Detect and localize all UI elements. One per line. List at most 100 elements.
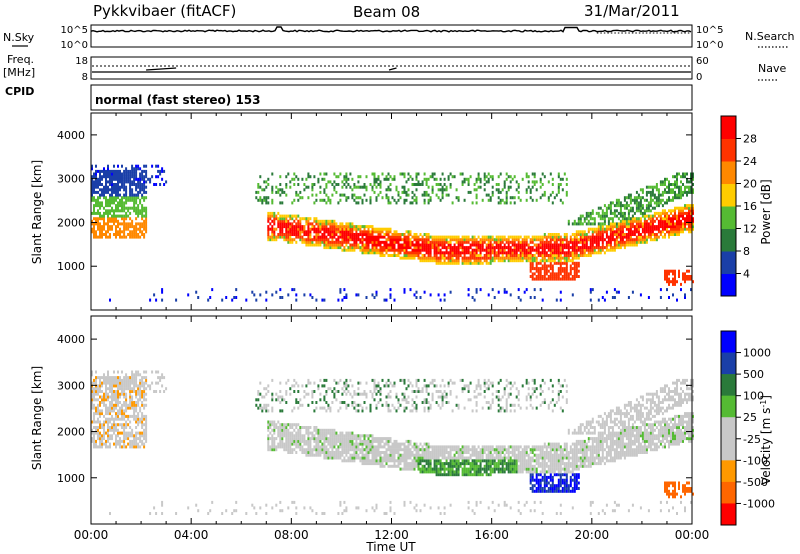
velocity-cell	[327, 403, 330, 407]
power-cell	[395, 238, 398, 242]
power-cell	[431, 175, 434, 179]
velocity-cell	[97, 420, 99, 424]
power-cell	[495, 254, 498, 257]
power-cell	[279, 233, 282, 236]
power-cell	[503, 243, 506, 247]
power-cell	[571, 243, 574, 247]
power-cell	[125, 169, 128, 173]
power-cell	[277, 222, 280, 226]
power-cell	[377, 248, 380, 252]
power-cell	[559, 272, 562, 276]
power-cell	[265, 198, 268, 202]
velocity-cell	[97, 428, 99, 432]
velocity-cell	[305, 442, 308, 446]
power-cell	[513, 201, 516, 205]
power-cell	[647, 235, 650, 239]
velocity-cell	[99, 445, 101, 449]
velocity-cell	[263, 395, 266, 399]
power-cell	[135, 188, 138, 192]
power-cell	[375, 185, 378, 189]
power-cell	[533, 254, 536, 257]
power-cell	[97, 225, 99, 229]
power-cell	[631, 206, 634, 210]
velocity-cell	[107, 445, 109, 449]
power-cell	[617, 211, 620, 215]
power-cell	[507, 185, 510, 189]
power-cell	[343, 233, 346, 236]
power-cell	[451, 246, 454, 250]
power-cell	[565, 246, 568, 250]
power-cell	[553, 261, 556, 265]
velocity-cell	[123, 437, 126, 441]
power-cell	[137, 180, 140, 184]
velocity-cell	[349, 434, 352, 438]
power-cell	[617, 230, 620, 234]
power-cell	[405, 248, 408, 252]
power-cell	[345, 225, 348, 229]
power-cell	[543, 269, 546, 273]
velocity-cell	[97, 437, 99, 441]
velocity-cell	[281, 431, 284, 435]
power-cell	[363, 243, 366, 247]
power-cell	[573, 240, 576, 244]
power-cell	[115, 233, 117, 236]
power-cell	[415, 296, 418, 299]
power-cell	[117, 209, 119, 213]
power-cell	[339, 193, 342, 197]
velocity-cell	[125, 420, 128, 424]
velocity-cell	[341, 453, 344, 457]
power-cell	[403, 185, 406, 189]
power-cell	[649, 227, 652, 231]
power-cell	[676, 280, 678, 284]
power-cell	[619, 204, 622, 208]
power-cell	[113, 175, 115, 179]
velocity-cell	[281, 398, 284, 402]
power-cell	[565, 243, 568, 247]
power-cell	[341, 240, 344, 244]
power-cell	[603, 251, 606, 255]
power-cell	[311, 185, 314, 189]
power-cell	[517, 296, 520, 299]
velocity-cell	[331, 442, 334, 446]
velocity-cell	[325, 451, 328, 454]
velocity-cell	[161, 500, 164, 504]
freq-left-tick-top: 18	[75, 56, 88, 67]
power-cell	[409, 256, 412, 260]
velocity-cell	[251, 503, 254, 507]
power-cell	[333, 233, 336, 236]
power-cell	[105, 198, 107, 202]
power-cell	[561, 248, 564, 252]
power-cell	[93, 227, 95, 231]
power-cell	[377, 175, 380, 179]
velocity-cell	[93, 406, 95, 410]
power-cell	[389, 201, 392, 205]
velocity-cell	[307, 442, 310, 446]
power-cell	[115, 219, 117, 223]
power-cell	[565, 177, 568, 181]
power-cell	[659, 193, 662, 197]
velocity-cell	[329, 431, 332, 435]
power-cell	[449, 172, 452, 176]
power-cell	[467, 180, 470, 184]
power-cell	[437, 243, 440, 247]
power-cell	[289, 217, 292, 221]
velocity-cell	[135, 437, 138, 441]
power-cell	[289, 230, 292, 234]
velocity-cell	[293, 390, 296, 393]
velocity-cell	[133, 401, 136, 404]
power-cell	[645, 190, 648, 194]
velocity-cell	[343, 439, 346, 443]
velocity-cell	[341, 437, 344, 441]
velocity-cell	[327, 431, 330, 435]
power-cell	[125, 185, 128, 189]
power-cell	[105, 196, 107, 200]
power-cell	[345, 198, 348, 202]
power-cell	[317, 225, 320, 229]
power-cell	[403, 248, 406, 252]
power-cell	[319, 225, 322, 229]
power-cell	[151, 175, 154, 179]
velocity-cell	[333, 451, 336, 454]
power-cell	[643, 217, 646, 221]
velocity-cell	[361, 462, 364, 466]
power-cell	[565, 259, 568, 263]
